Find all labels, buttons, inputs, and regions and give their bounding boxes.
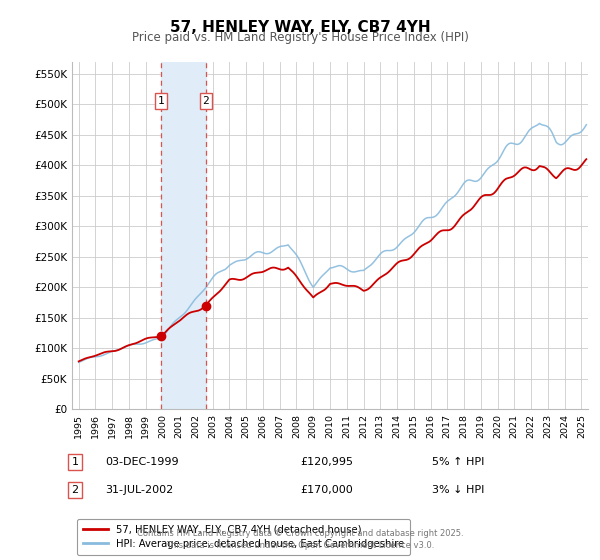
Text: 1: 1 [158, 96, 164, 106]
Text: £170,000: £170,000 [300, 485, 353, 495]
Text: Price paid vs. HM Land Registry's House Price Index (HPI): Price paid vs. HM Land Registry's House … [131, 31, 469, 44]
Text: 03-DEC-1999: 03-DEC-1999 [105, 457, 179, 467]
Text: 2: 2 [71, 485, 79, 495]
Text: Contains HM Land Registry data © Crown copyright and database right 2025.
This d: Contains HM Land Registry data © Crown c… [137, 529, 463, 550]
Text: 2: 2 [202, 96, 209, 106]
Text: £120,995: £120,995 [300, 457, 353, 467]
Text: 1: 1 [71, 457, 79, 467]
Text: 57, HENLEY WAY, ELY, CB7 4YH: 57, HENLEY WAY, ELY, CB7 4YH [170, 20, 430, 35]
Text: 31-JUL-2002: 31-JUL-2002 [105, 485, 173, 495]
Bar [161, 62, 206, 409]
Text: 3% ↓ HPI: 3% ↓ HPI [432, 485, 484, 495]
Legend: 57, HENLEY WAY, ELY, CB7 4YH (detached house), HPI: Average price, detached hous: 57, HENLEY WAY, ELY, CB7 4YH (detached h… [77, 519, 410, 555]
Text: 5% ↑ HPI: 5% ↑ HPI [432, 457, 484, 467]
